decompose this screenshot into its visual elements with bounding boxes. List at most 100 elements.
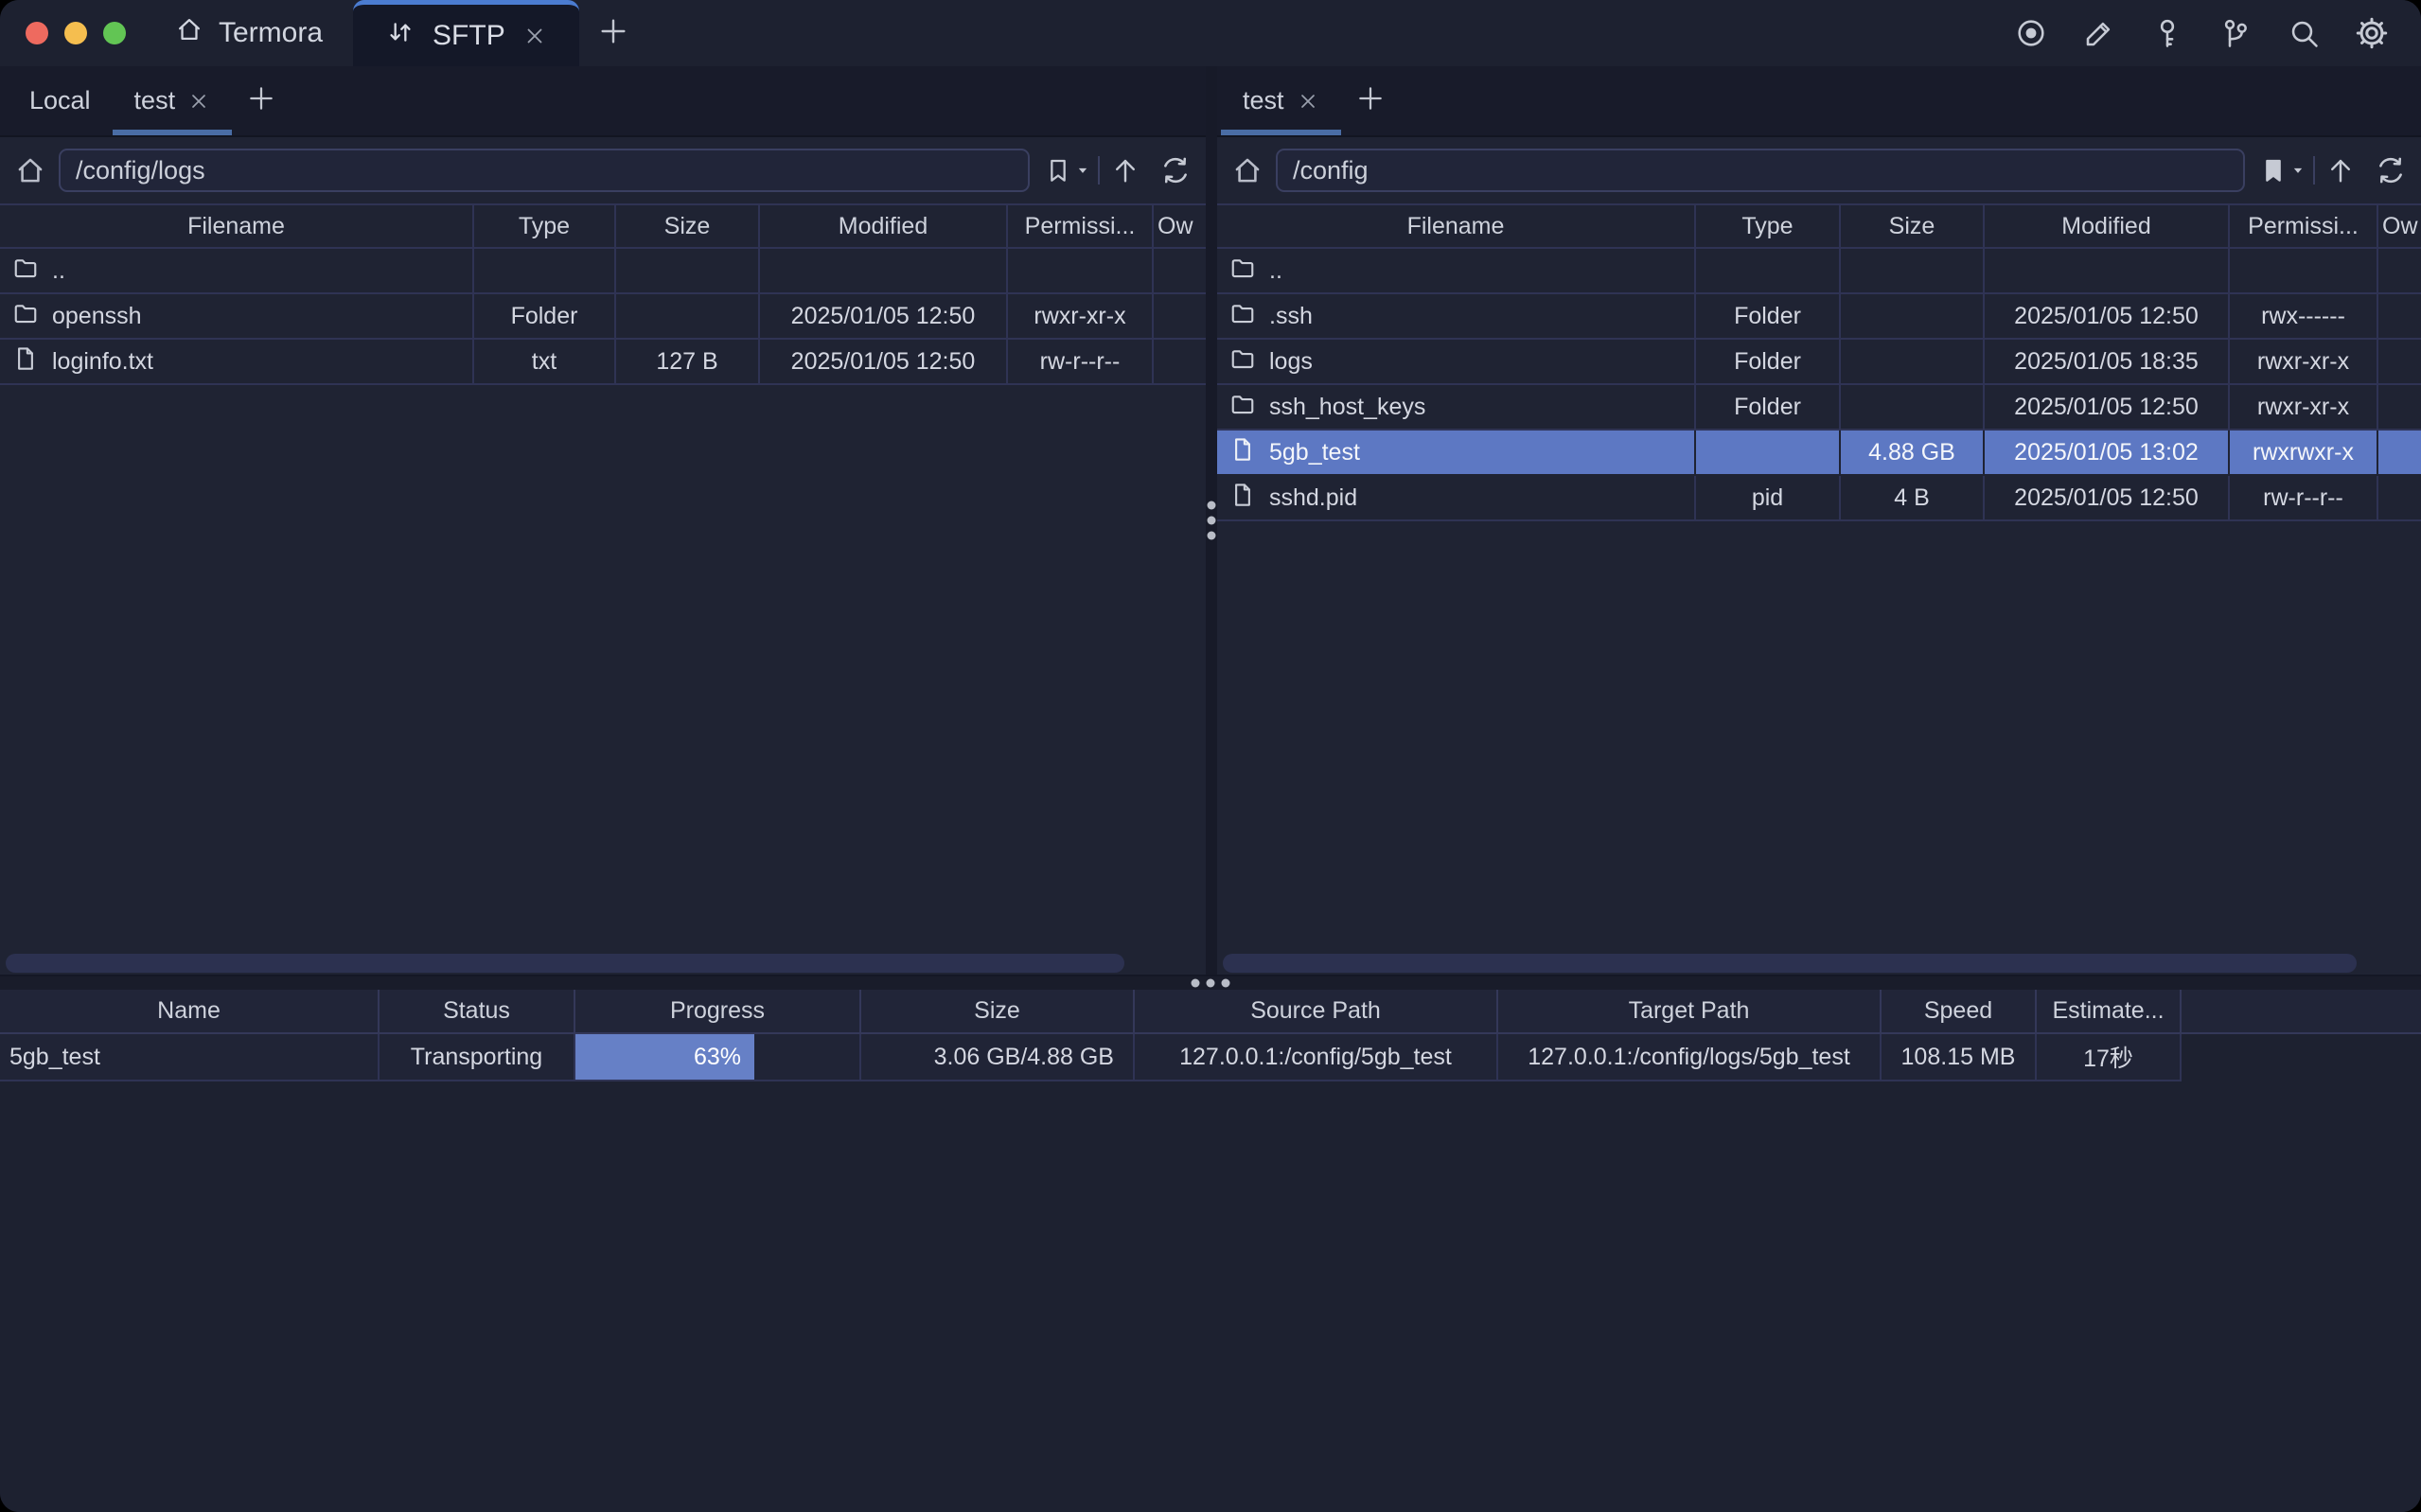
zoom-window-button[interactable] — [103, 22, 126, 44]
file-name: sshd.pid — [1269, 483, 1358, 511]
left-pane-tabs: Local test — [0, 66, 1206, 137]
file-permissions — [1007, 248, 1154, 294]
file-modified: 2025/01/05 12:50 — [759, 339, 1008, 385]
add-tab-button-left[interactable] — [232, 66, 291, 135]
right-file-table: Filename Type Size Modified Permissi... … — [1217, 203, 2421, 952]
scrollbar-thumb[interactable] — [1223, 954, 2357, 973]
column-header-permissions[interactable]: Permissi... — [2229, 204, 2378, 249]
header-filler — [2181, 990, 2421, 1034]
file-owner — [2377, 293, 2421, 340]
table-row-selected[interactable]: 5gb_test 4.88 GB 2025/01/05 13:02 rwxrwx… — [1217, 430, 2421, 475]
progress-bar: 63% — [575, 1034, 754, 1079]
tab-test-right[interactable]: test — [1221, 66, 1341, 135]
file-modified: 2025/01/05 12:50 — [1984, 293, 2230, 340]
progress-label: 63% — [693, 1043, 741, 1070]
table-row[interactable]: loginfo.txt txt 127 B 2025/01/05 12:50 r… — [0, 339, 1206, 385]
column-header-owner[interactable]: Ow — [1153, 204, 1206, 249]
settings-icon[interactable] — [2347, 9, 2396, 58]
column-header-modified[interactable]: Modified — [759, 204, 1008, 249]
traffic-lights — [0, 0, 144, 66]
column-header-name[interactable]: Name — [0, 990, 380, 1034]
table-row[interactable]: .ssh Folder 2025/01/05 12:50 rwx------ — [1217, 293, 2421, 340]
search-icon[interactable] — [2279, 9, 2328, 58]
transfer-status: Transporting — [379, 1033, 575, 1081]
right-path-input[interactable] — [1276, 149, 2245, 192]
file-type — [473, 248, 616, 294]
column-header-owner[interactable]: Ow — [2377, 204, 2421, 249]
keychain-icon[interactable] — [2211, 9, 2260, 58]
add-tab-button-right[interactable] — [1341, 66, 1400, 135]
refresh-icon[interactable] — [1158, 149, 1193, 191]
column-header-filename[interactable]: Filename — [1217, 204, 1696, 249]
parent-directory-icon[interactable] — [1109, 149, 1141, 191]
column-header-size[interactable]: Size — [860, 990, 1135, 1034]
column-header-permissions[interactable]: Permissi... — [1007, 204, 1154, 249]
minimize-window-button[interactable] — [64, 22, 87, 44]
edit-icon[interactable] — [2075, 9, 2124, 58]
key-icon[interactable] — [2143, 9, 2192, 58]
close-icon[interactable] — [522, 24, 547, 48]
column-header-type[interactable]: Type — [473, 204, 616, 249]
column-header-progress[interactable]: Progress — [574, 990, 861, 1034]
column-header-status[interactable]: Status — [379, 990, 575, 1034]
table-row[interactable]: ssh_host_keys Folder 2025/01/05 12:50 rw… — [1217, 384, 2421, 431]
file-size — [1840, 339, 1985, 385]
column-header-size[interactable]: Size — [615, 204, 760, 249]
horizontal-splitter[interactable] — [0, 975, 2421, 990]
tab-termora[interactable]: Termora — [144, 0, 353, 66]
column-header-size[interactable]: Size — [1840, 204, 1985, 249]
file-owner — [2377, 339, 2421, 385]
transfer-estimate: 17秒 — [2036, 1033, 2182, 1081]
parent-directory-icon[interactable] — [2324, 149, 2357, 191]
column-header-type[interactable]: Type — [1695, 204, 1841, 249]
bookmark-icon[interactable] — [1043, 149, 1073, 191]
column-header-filename[interactable]: Filename — [0, 204, 474, 249]
file-modified: 2025/01/05 12:50 — [1984, 475, 2230, 521]
refresh-icon[interactable] — [2374, 149, 2408, 191]
transfer-arrows-icon — [385, 17, 415, 55]
table-row[interactable]: openssh Folder 2025/01/05 12:50 rwxr-xr-… — [0, 293, 1206, 340]
table-row[interactable]: .. — [0, 248, 1206, 294]
table-row[interactable]: sshd.pid pid 4 B 2025/01/05 12:50 rw-r--… — [1217, 475, 2421, 521]
right-horizontal-scrollbar — [1217, 952, 2421, 975]
file-type: Folder — [473, 293, 616, 340]
close-icon[interactable] — [1297, 90, 1319, 113]
scrollbar-thumb[interactable] — [6, 954, 1124, 973]
file-size: 4 B — [1840, 475, 1985, 521]
record-icon[interactable] — [2006, 9, 2056, 58]
file-size — [1840, 384, 1985, 431]
left-path-input[interactable] — [59, 149, 1030, 192]
column-header-source-path[interactable]: Source Path — [1134, 990, 1498, 1034]
file-name: 5gb_test — [1269, 438, 1360, 466]
column-header-estimate[interactable]: Estimate... — [2036, 990, 2182, 1034]
close-icon[interactable] — [187, 90, 210, 113]
plus-icon — [246, 83, 276, 118]
file-owner — [2377, 430, 2421, 475]
vertical-splitter[interactable] — [1206, 66, 1217, 975]
table-row[interactable]: logs Folder 2025/01/05 18:35 rwxr-xr-x — [1217, 339, 2421, 385]
chevron-down-icon[interactable] — [2288, 149, 2307, 191]
bookmark-filled-icon[interactable] — [2258, 149, 2288, 191]
file-permissions: rwxrwxr-x — [2229, 430, 2377, 475]
column-header-modified[interactable]: Modified — [1984, 204, 2230, 249]
home-icon[interactable] — [1227, 149, 1268, 191]
file-permissions: rwx------ — [2229, 293, 2378, 340]
transfer-row[interactable]: 5gb_test Transporting 63% 3.06 GB/4.88 G… — [0, 1033, 2421, 1081]
table-row[interactable]: .. — [1217, 248, 2421, 294]
new-tab-button[interactable] — [579, 0, 647, 66]
home-icon — [174, 14, 204, 52]
file-modified: 2025/01/05 18:35 — [1984, 339, 2230, 385]
close-window-button[interactable] — [26, 22, 48, 44]
left-path-actions — [1043, 149, 1193, 191]
file-modified — [1984, 248, 2230, 294]
plus-icon — [597, 15, 629, 52]
column-header-target-path[interactable]: Target Path — [1497, 990, 1882, 1034]
transfer-size: 3.06 GB/4.88 GB — [860, 1033, 1135, 1081]
home-icon[interactable] — [9, 149, 51, 191]
tab-sftp[interactable]: SFTP — [353, 0, 579, 66]
tab-test-left[interactable]: test — [112, 66, 233, 135]
tab-local[interactable]: Local — [8, 66, 113, 135]
app-tab-label: Termora — [219, 17, 324, 48]
column-header-speed[interactable]: Speed — [1881, 990, 2037, 1034]
chevron-down-icon[interactable] — [1073, 149, 1092, 191]
